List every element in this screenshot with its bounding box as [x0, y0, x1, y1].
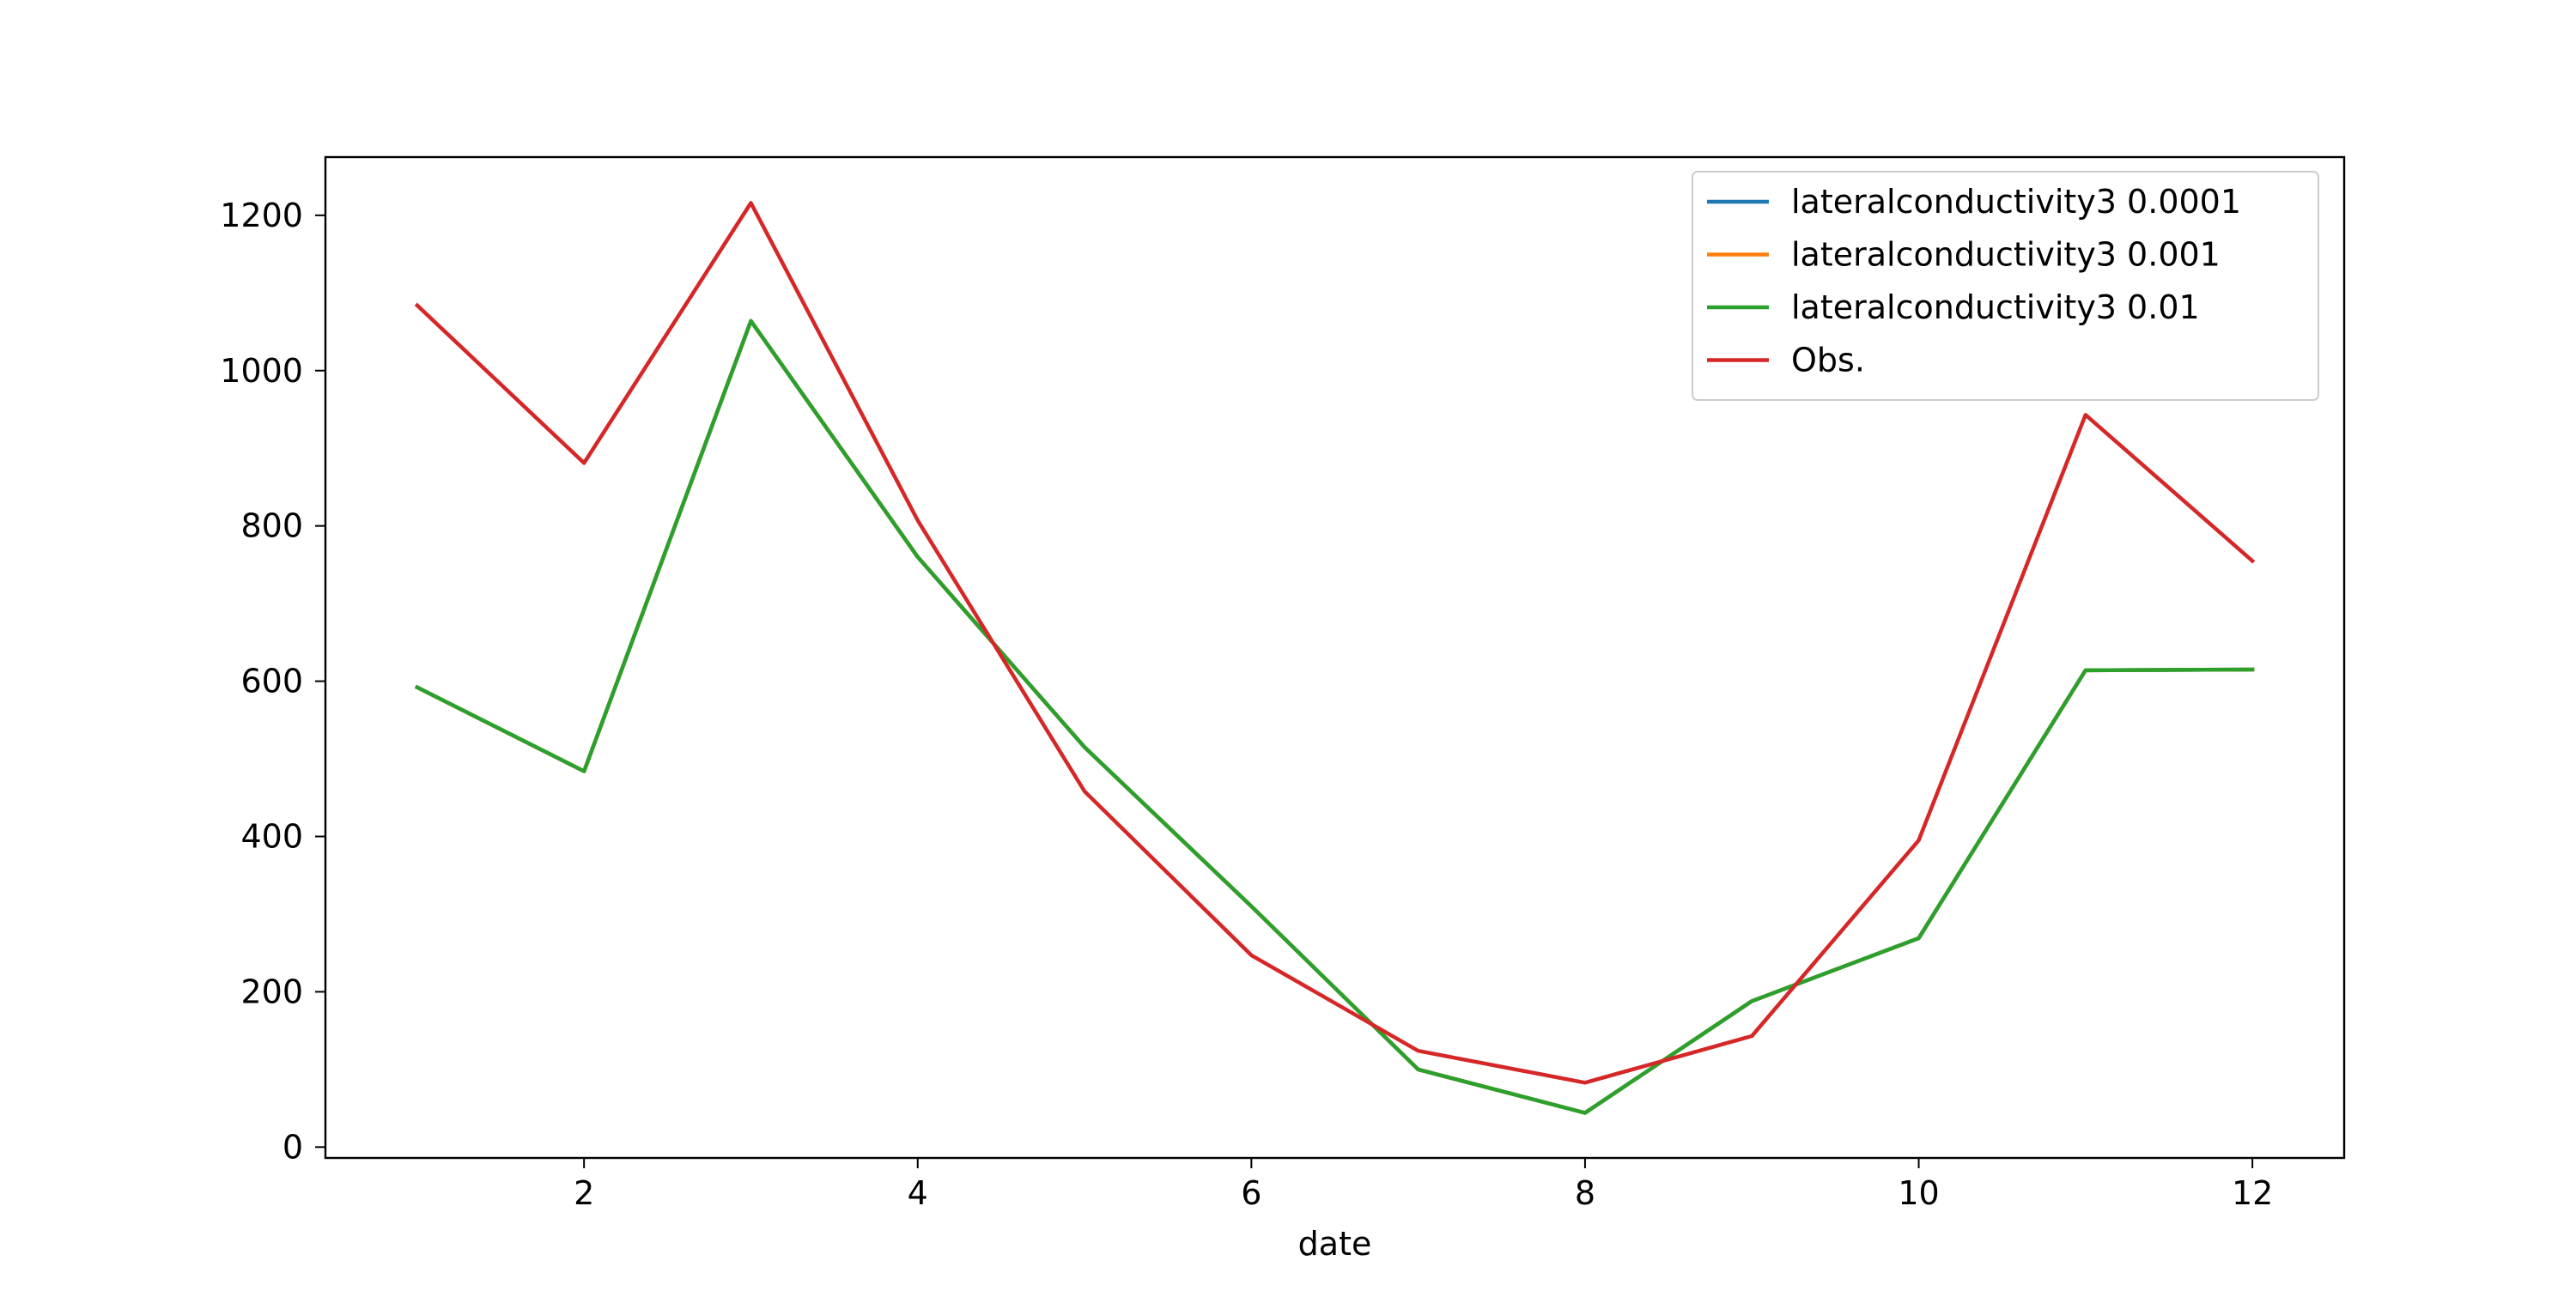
y-tick-label: 1000 [220, 352, 303, 390]
legend-label-1: lateralconductivity3 0.0001 [1791, 183, 2241, 221]
y-tick-label: 400 [240, 818, 303, 856]
legend-label-4: Obs. [1791, 342, 1865, 379]
y-tick-label: 800 [240, 507, 303, 545]
legend: lateralconductivity3 0.0001 lateralconduc… [1692, 171, 2319, 401]
y-tick-label: 600 [240, 663, 303, 700]
y-tick-label: 200 [240, 973, 303, 1010]
x-tick-label: 2 [574, 1174, 594, 1212]
x-axis-label: date [1298, 1225, 1372, 1263]
y-tick-label: 1200 [220, 197, 303, 234]
axes-layer: 2 4 6 8 10 12 0 200 400 600 800 1000 1200 [220, 155, 2346, 1212]
legend-label-3: lateralconductivity3 0.01 [1791, 288, 2200, 326]
legend-label-2: lateralconductivity3 0.001 [1791, 236, 2221, 274]
legend-box [1692, 171, 2319, 401]
y-tick-label: 0 [283, 1128, 303, 1166]
series-line-4 [414, 201, 2256, 1085]
x-tick-label: 12 [2232, 1174, 2273, 1212]
series-line-3 [414, 318, 2255, 1115]
x-tick-label: 4 [908, 1174, 928, 1212]
series-layer [414, 201, 2256, 1115]
x-tick-label: 10 [1898, 1174, 1939, 1212]
plot-frame [324, 155, 2346, 1160]
x-tick-label: 6 [1241, 1174, 1261, 1212]
x-tick-label: 8 [1575, 1174, 1595, 1212]
